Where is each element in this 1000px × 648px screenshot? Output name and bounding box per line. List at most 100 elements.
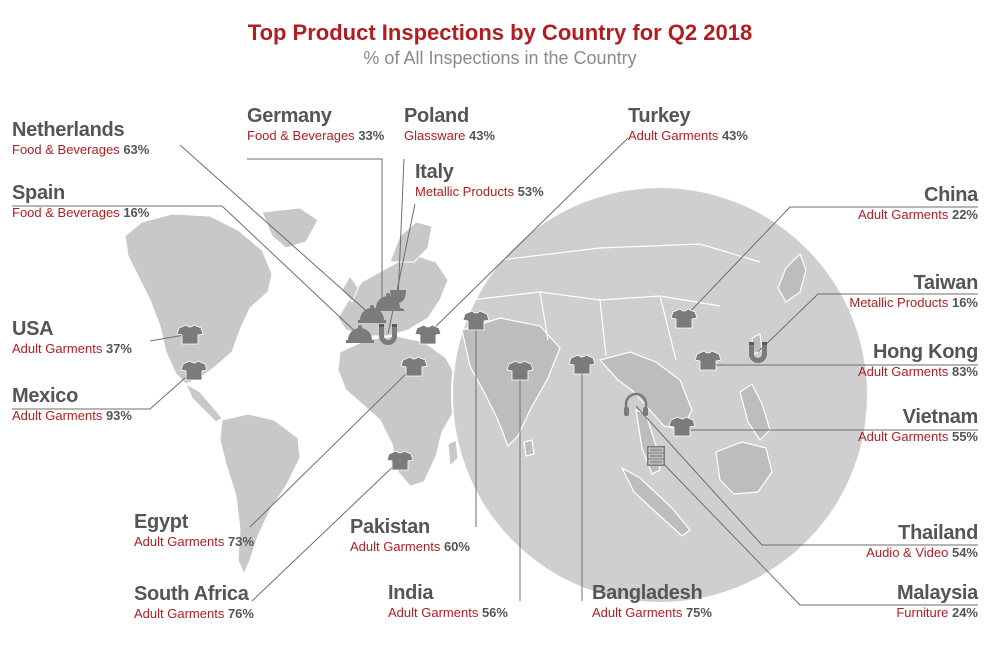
headphones-icon — [624, 392, 648, 416]
inspection-detail: Adult Garments 75% — [592, 605, 712, 621]
product-category: Adult Garments — [858, 429, 949, 444]
tshirt-icon — [176, 324, 204, 345]
inspection-percent: 53% — [517, 184, 544, 199]
label-pakistan: Pakistan Adult Garments 60% — [350, 515, 470, 555]
inspection-percent: 75% — [685, 605, 712, 620]
inspection-percent: 22% — [951, 207, 978, 222]
netherlands-leader-line — [179, 144, 373, 317]
product-category: Food & Beverages — [12, 205, 120, 220]
country-name: South Africa — [134, 583, 249, 605]
product-category: Adult Garments — [350, 539, 441, 554]
category-icons — [176, 290, 767, 471]
product-category: Adult Garments — [12, 341, 103, 356]
borneo-landmass — [715, 441, 773, 495]
product-category: Adult Garments — [592, 605, 683, 620]
label-india: India Adult Garments 56% — [388, 581, 508, 621]
leader-lines — [12, 137, 978, 606]
product-category: Adult Garments — [134, 534, 225, 549]
country-name: Italy — [415, 161, 454, 183]
sumatra-landmass — [620, 466, 691, 537]
country-name: Vietnam — [902, 406, 979, 428]
inspection-detail: Adult Garments 37% — [12, 341, 132, 357]
thailand-leader-line — [635, 405, 978, 546]
country-name: USA — [12, 318, 54, 340]
indian-subcontinent-landmass — [461, 317, 561, 448]
cabinet-icon — [647, 446, 665, 466]
product-category: Metallic Products — [415, 184, 514, 199]
country-name: Turkey — [628, 105, 691, 127]
tshirt-icon — [414, 324, 442, 345]
wine-glass-icon — [390, 290, 406, 311]
north-america-landmass — [124, 213, 273, 385]
border-line — [539, 291, 549, 341]
product-category: Glassware — [404, 128, 466, 143]
tshirt-icon — [668, 416, 696, 437]
inspection-detail: Adult Garments 93% — [12, 408, 132, 424]
inspection-percent: 43% — [469, 128, 496, 143]
country-name: Mexico — [12, 385, 79, 407]
tshirt-icon — [462, 310, 490, 331]
country-name: India — [388, 582, 434, 604]
product-category: Adult Garments — [388, 605, 479, 620]
inspection-percent: 43% — [721, 128, 748, 143]
border-line — [659, 295, 677, 361]
inspection-percent: 76% — [227, 606, 254, 621]
product-category: Adult Garments — [858, 207, 949, 222]
country-name: Pakistan — [350, 516, 430, 538]
product-category: Food & Beverages — [12, 142, 120, 157]
tshirt-icon — [400, 356, 428, 377]
label-taiwan: Taiwan Metallic Products 16% — [849, 271, 978, 311]
product-category: Adult Garments — [134, 606, 225, 621]
inspection-detail: Adult Garments 60% — [350, 539, 470, 555]
tshirt-icon — [386, 450, 414, 471]
chart-subtitle: % of All Inspections in the Country — [363, 48, 637, 68]
egypt-leader-line — [249, 365, 415, 528]
inspection-detail: Food & Beverages 33% — [247, 128, 384, 144]
inspection-percent: 33% — [358, 128, 385, 143]
label-thailand: Thailand Audio & Video 54% — [866, 521, 978, 561]
taiwan-leader-line — [757, 293, 978, 353]
africa-landmass — [337, 335, 461, 487]
label-bangladesh: Bangladesh Adult Garments 75% — [592, 581, 712, 621]
tshirt-icon — [506, 360, 534, 381]
tshirt-icon — [694, 350, 722, 371]
sri-lanka-landmass — [523, 439, 535, 457]
uk-landmass — [341, 275, 359, 303]
border-line — [599, 299, 607, 357]
inspection-percent: 83% — [951, 364, 978, 379]
label-italy: Italy Metallic Products 53% — [415, 160, 544, 200]
inspection-percent: 16% — [951, 295, 978, 310]
south-america-landmass — [219, 413, 301, 576]
country-name: Bangladesh — [592, 582, 703, 604]
label-china: China Adult Garments 22% — [858, 183, 978, 223]
product-category: Audio & Video — [866, 545, 949, 560]
china-leader-line — [683, 206, 978, 319]
inspection-percent: 54% — [951, 545, 978, 560]
country-name: Hong Kong — [872, 341, 978, 363]
inspection-detail: Adult Garments 55% — [858, 429, 978, 445]
country-name: Germany — [247, 105, 332, 127]
label-spain: Spain Food & Beverages 16% — [12, 181, 149, 221]
label-usa: USA Adult Garments 37% — [12, 317, 132, 357]
label-vietnam: Vietnam Adult Garments 55% — [858, 405, 978, 445]
product-category: Furniture — [896, 605, 949, 620]
country-name: Malaysia — [897, 582, 978, 604]
inspection-percent: 56% — [481, 605, 508, 620]
inspection-percent: 55% — [951, 429, 978, 444]
tshirt-icon — [180, 360, 208, 381]
central-america-landmass — [184, 382, 223, 423]
inspection-detail: Adult Garments 43% — [628, 128, 748, 144]
inspection-detail: Adult Garments 73% — [134, 534, 254, 550]
germany-leader-line — [247, 158, 383, 304]
label-mexico: Mexico Adult Garments 93% — [12, 384, 132, 424]
inspection-percent: 16% — [123, 205, 150, 220]
inspection-detail: Metallic Products 16% — [849, 295, 978, 311]
inspection-percent: 63% — [123, 142, 150, 157]
south-africa-leader-line — [251, 459, 401, 602]
product-category: Metallic Products — [849, 295, 949, 310]
country-name: Egypt — [134, 511, 189, 533]
food-cloche-icon — [346, 325, 374, 343]
label-germany: Germany Food & Beverages 33% — [247, 104, 384, 144]
